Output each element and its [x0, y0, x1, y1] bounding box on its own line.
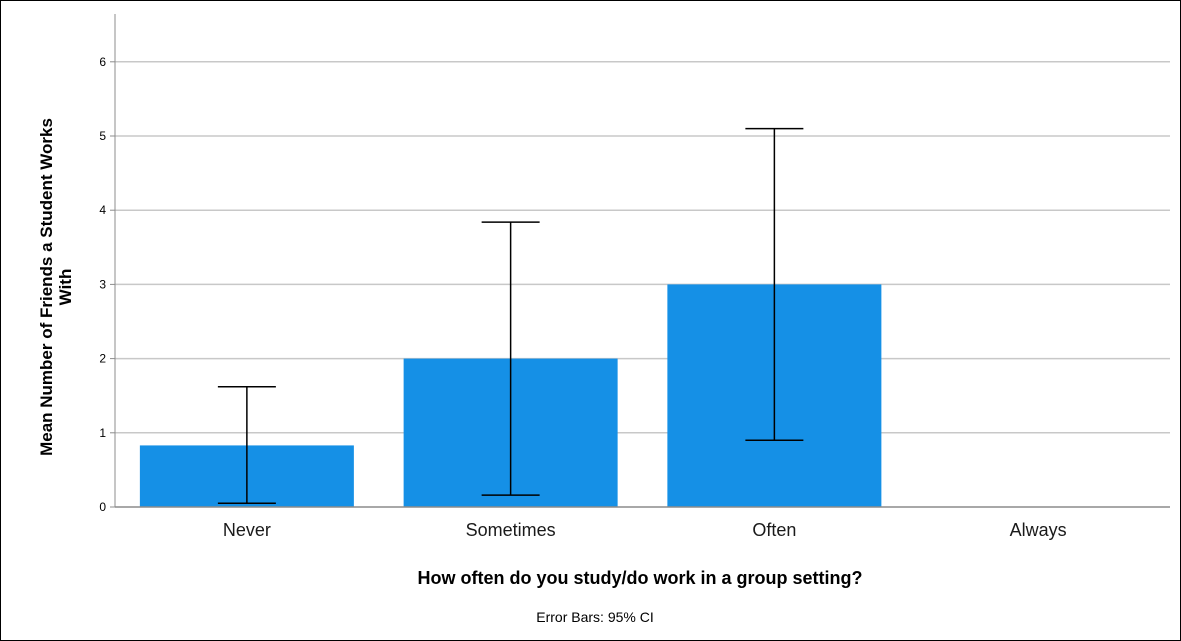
error-bar-often [745, 127, 804, 441]
x-tick-label-often: Often [752, 520, 796, 540]
x-axis-title: How often do you study/do work in a grou… [418, 568, 863, 588]
y-tick-labels: 0 1 2 3 4 5 6 [99, 55, 115, 514]
y-axis-title-line-2: With [56, 269, 75, 306]
y-tick-label: 5 [99, 129, 106, 143]
gridlines [115, 61, 1170, 434]
y-tick-label: 4 [99, 203, 106, 217]
x-tick-labels: Never Sometimes Often Always [223, 520, 1067, 540]
error-bar-never [217, 386, 276, 505]
x-tick-label-never: Never [223, 520, 271, 540]
y-tick-label: 0 [99, 500, 106, 514]
x-tick-label-always: Always [1010, 520, 1067, 540]
error-bars-note: Error Bars: 95% CI [536, 609, 653, 625]
y-tick-label: 3 [99, 277, 106, 291]
y-axis-title-line-1: Mean Number of Friends a Student Works [37, 118, 56, 456]
y-tick-label: 2 [99, 352, 106, 366]
y-tick-label: 1 [99, 426, 106, 440]
y-axis-title: Mean Number of Friends a Student Works W… [37, 118, 75, 456]
error-bars [217, 127, 804, 505]
y-tick-label: 6 [99, 55, 106, 69]
axes [114, 14, 1170, 508]
x-tick-label-sometimes: Sometimes [466, 520, 556, 540]
error-bar-sometimes [481, 221, 540, 496]
